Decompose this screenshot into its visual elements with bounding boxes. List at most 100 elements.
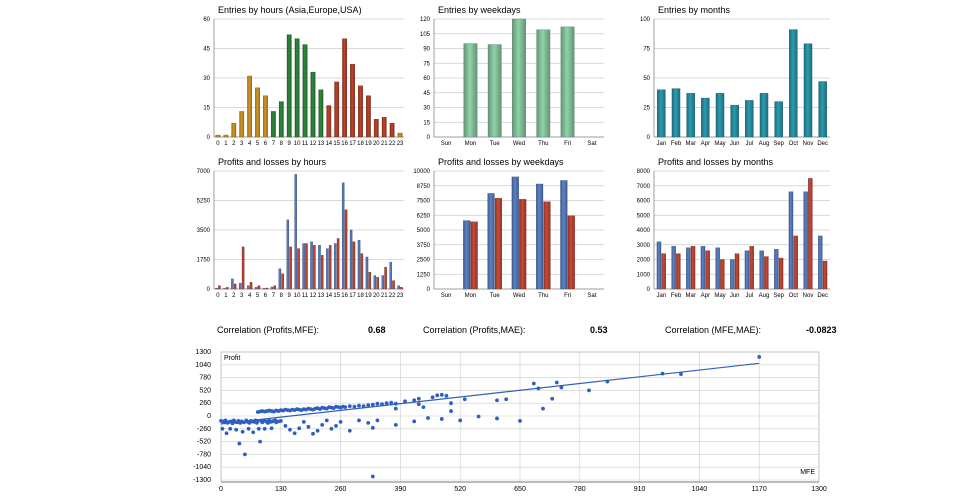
pl-months-ytick-label: 1000 [637,272,651,278]
pl-months-xtick-label: Jul [745,293,753,299]
pl-hours-xtick-label: 14 [325,293,332,299]
pl-months-xtick-label: Nov [803,293,814,299]
entries-months-title: Entries by months [658,5,731,15]
pl-hours-xtick-label: 19 [365,293,372,299]
entries-weekdays-xtick-label: Mon [465,141,477,147]
scatter-point [380,402,384,407]
entries-months-bar [745,100,754,138]
entries-weekdays-ytick-label: 15 [423,120,430,126]
entries-hours-ytick-label: 0 [207,135,211,141]
pl-hours-loss-bar [328,245,332,290]
corr-label-profits-mae: Correlation (Profits,MAE): [423,325,526,335]
scatter-point [357,418,361,423]
pl-hours-xtick-label: 15 [333,293,340,299]
pl-months-loss-bar [749,246,754,290]
scatter-point [224,431,229,436]
scatter-ytick-label: -780 [197,451,211,458]
scatter-point [366,403,371,408]
pl-months-xtick-label: Feb [671,293,682,299]
pl-hours-xtick-label: 17 [349,293,356,299]
pl-weekdays-profit-bar [487,193,495,290]
pl-hours-loss-bar [321,255,324,290]
pl-weekdays-xtick-label: Sat [587,293,596,299]
entries-hours-xtick-label: 16 [341,141,348,147]
pl-hours-loss-bar [376,277,379,290]
pl-hours-loss-bar [336,238,340,290]
scatter-point [269,426,274,431]
scatter-point [421,405,426,410]
pl-hours-profit-bar [223,288,226,290]
scatter-point [311,431,315,436]
pl-hours-xtick-label: 4 [248,293,252,299]
pl-months-title: Profits and losses by months [658,157,774,167]
scatter-xtick-label: 910 [634,486,646,493]
pl-hours-ytick-label: 7000 [197,169,211,175]
pl-months-ytick-label: 6000 [637,199,651,205]
pl-hours-xtick-label: 9 [288,293,292,299]
pl-hours-profit-bar [318,245,321,290]
pl-hours-loss-bar [352,241,356,290]
scatter-point [550,396,555,401]
pl-hours-profit-bar [389,261,392,290]
scatter-point [320,422,325,427]
scatter-point [660,371,665,376]
pl-months-loss-bar [705,250,710,290]
pl-weekdays-ytick-label: 2500 [417,258,431,264]
scatter-point [412,419,417,424]
entries-months-bar [730,104,739,138]
entries-months-xtick-label: May [714,141,725,147]
scatter-point [541,406,545,411]
scatter-point [278,419,283,423]
pl-hours-loss-bar [218,285,221,290]
scatter-point [495,416,499,421]
pl-hours-loss-bar [313,245,316,290]
pl-weekdays-xtick-label: Sun [441,293,452,299]
pl-months-profit-bar [803,191,808,290]
scatter-xtick-label: 260 [335,486,347,493]
entries-hours-bar [286,34,292,138]
entries-hours-bar [389,123,395,138]
entries-months-chart: Entries by months 0 25 50 75 100 Jan Feb Mar Apr M… [640,5,830,147]
scatter-point [384,401,389,406]
scatter-point [292,431,297,436]
entries-hours-bar [223,134,229,138]
scatter-point [283,423,288,428]
entries-weekdays-ytick-label: 45 [423,91,430,97]
pl-hours-profit-bar [231,278,234,290]
pl-hours-xtick-label: 1 [224,293,228,299]
pl-weekdays-loss-bar [494,197,502,290]
pl-months-ytick-label: 2000 [637,258,651,264]
pl-months-chart: Profits and losses by months 0 1000 2000 300… [637,157,830,299]
entries-months-xtick-label: Jan [656,141,666,147]
entries-months-xtick-label: Jun [730,141,740,147]
pl-weekdays-ytick-label: 5000 [417,228,431,234]
scatter-point [393,401,398,406]
entries-hours-bar [310,71,316,138]
scatter-xtick-label: 390 [395,486,407,493]
pl-weekdays-xtick-label: Mon [465,293,477,299]
entries-months-ytick-label: 75 [643,47,650,53]
pl-months-ytick-label: 8000 [637,169,651,175]
scatter-point [476,414,481,419]
scatter-point [251,430,256,435]
pl-weekdays-xtick-label: Wed [513,293,525,299]
pl-months-xtick-label: Jan [656,293,666,299]
entries-weekdays-ytick-label: 75 [423,61,430,67]
scatter-xtick-label: 780 [574,486,586,493]
pl-hours-xtick-label: 12 [310,293,317,299]
entries-hours-ytick-label: 30 [203,76,210,82]
pl-months-profit-bar [700,246,706,290]
scatter-point [554,380,559,385]
entries-hours-xtick-label: 7 [272,141,276,147]
scatter-ytick-label: 0 [207,413,211,420]
entries-months-xtick-label: Oct [789,141,799,147]
pl-hours-loss-bar [289,246,292,290]
entries-months-ytick-label: 100 [640,17,651,23]
pl-months-loss-bar [808,178,813,290]
scatter-point [462,397,467,402]
pl-months-ytick-label: 4000 [637,228,651,234]
scatter-point [370,474,375,479]
scatter-point [430,395,435,400]
scatter-point [393,406,398,411]
entries-hours-bar [278,101,284,138]
